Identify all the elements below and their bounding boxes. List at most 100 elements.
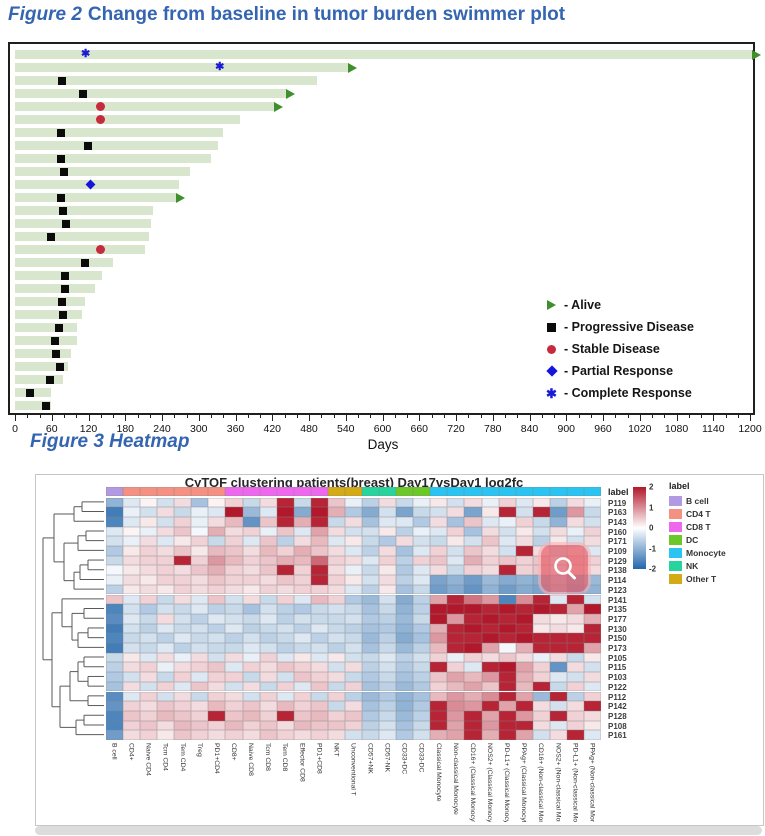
heatmap-cell [106, 565, 124, 576]
heatmap-cell [583, 662, 601, 673]
annotation-cell [583, 487, 601, 496]
heatmap-cell [515, 546, 533, 556]
heatmap-cell [498, 730, 516, 740]
heatmap-cell [362, 555, 380, 566]
legend-title: label [669, 481, 690, 491]
tick-label: 840 [520, 423, 539, 435]
heatmap-cell [242, 575, 260, 585]
minor-tick [64, 415, 65, 418]
heatmap-cell [362, 565, 380, 576]
dendrogram [42, 501, 104, 736]
tick-label: 660 [410, 423, 429, 435]
heatmap-cell [174, 546, 192, 556]
heatmap-cell [413, 565, 431, 576]
annotation-cell [157, 487, 175, 496]
heatmap-cell [379, 701, 397, 711]
heatmap-cell [327, 613, 345, 624]
heatmap-cell [583, 672, 601, 682]
heatmap-cell [430, 613, 448, 624]
minor-tick [76, 415, 78, 418]
heatmap-cell [447, 604, 465, 614]
zoom-button[interactable] [541, 545, 588, 592]
heatmap-cell [293, 516, 311, 527]
heatmap-cell [413, 672, 431, 682]
column-label: CD33+DC [400, 743, 408, 775]
heatmap-cell [327, 662, 345, 673]
row-label: P171 [608, 537, 627, 547]
heatmap-cell [566, 594, 584, 605]
heatmap-cell [310, 643, 328, 653]
heatmap-cell [208, 643, 226, 653]
heatmap-cell [447, 701, 465, 711]
heatmap-cell [293, 613, 311, 624]
heatmap-cell [413, 594, 431, 605]
heatmap-cell [259, 516, 277, 527]
column-label: Naive CD4 [144, 743, 152, 776]
heatmap-cell [515, 633, 533, 643]
figure3-title: Figure 3 Heatmap [30, 431, 189, 453]
heatmap-cell [566, 526, 584, 537]
heatmap-cell [293, 720, 311, 731]
heatmap-cell [447, 643, 465, 653]
heatmap-cell [191, 546, 209, 556]
swimmer-bar [15, 128, 223, 137]
heatmap-cell [106, 555, 124, 566]
heatmap-cell [106, 672, 124, 682]
heatmap-cell [276, 633, 294, 643]
horizontal-scrollbar[interactable] [35, 826, 762, 835]
heatmap-cell [532, 662, 550, 673]
heatmap-cell [430, 507, 448, 517]
heatmap-cell [123, 565, 141, 576]
heatmap-cell [276, 730, 294, 740]
heatmap-cell [327, 507, 345, 517]
heatmap-cell [362, 526, 380, 537]
heatmap-cell [362, 575, 380, 585]
heatmap-cell [481, 565, 499, 576]
heatmap-cell [259, 546, 277, 556]
heatmap-cell [515, 497, 533, 508]
heatmap-cell [413, 730, 431, 740]
heatmap-cell [447, 730, 465, 740]
heatmap-cell [447, 555, 465, 566]
progressive-disease-marker-icon [55, 362, 64, 371]
arrow-icon [544, 300, 559, 310]
heatmap-cell [157, 536, 175, 546]
heatmap-cell [413, 662, 431, 673]
heatmap-cell [515, 701, 533, 711]
heatmap-cell [566, 701, 584, 711]
magnifier-icon [553, 556, 576, 579]
heatmap-cell [327, 536, 345, 546]
progressive-disease-marker-icon [80, 258, 89, 267]
heatmap-cell [583, 652, 601, 663]
heatmap-cell [447, 594, 465, 605]
heatmap-cell [566, 623, 584, 634]
heatmap-cell [515, 584, 533, 595]
heatmap-cell [310, 584, 328, 595]
heatmap-cell [362, 507, 380, 517]
heatmap-cell [396, 565, 414, 576]
heatmap-cell [140, 507, 158, 517]
heatmap-cell [583, 613, 601, 624]
heatmap-cell [344, 555, 363, 566]
swimmer-bar [15, 232, 149, 241]
heatmap-cell [447, 526, 465, 537]
heatmap-cell [276, 652, 294, 663]
column-label: Tcm CD4 [161, 743, 169, 771]
heatmap-cell [310, 575, 328, 585]
heatmap-cell [242, 710, 260, 721]
progressive-disease-marker-icon [59, 310, 68, 319]
heatmap-cell [396, 594, 414, 605]
heatmap-cell [293, 672, 311, 682]
progressive-disease-marker-icon [25, 388, 34, 397]
heatmap-cell [430, 555, 448, 566]
progressive-disease-marker-icon [58, 297, 67, 306]
minor-tick [737, 415, 739, 418]
heatmap-cell [157, 643, 175, 653]
heatmap-cell [140, 643, 158, 653]
heatmap-cell [396, 710, 414, 721]
heatmap-cell [344, 546, 363, 556]
swimmer-bar-row [15, 375, 753, 384]
heatmap-cell [498, 652, 516, 663]
annotation-cell [208, 487, 226, 496]
heatmap-cell [430, 710, 448, 721]
